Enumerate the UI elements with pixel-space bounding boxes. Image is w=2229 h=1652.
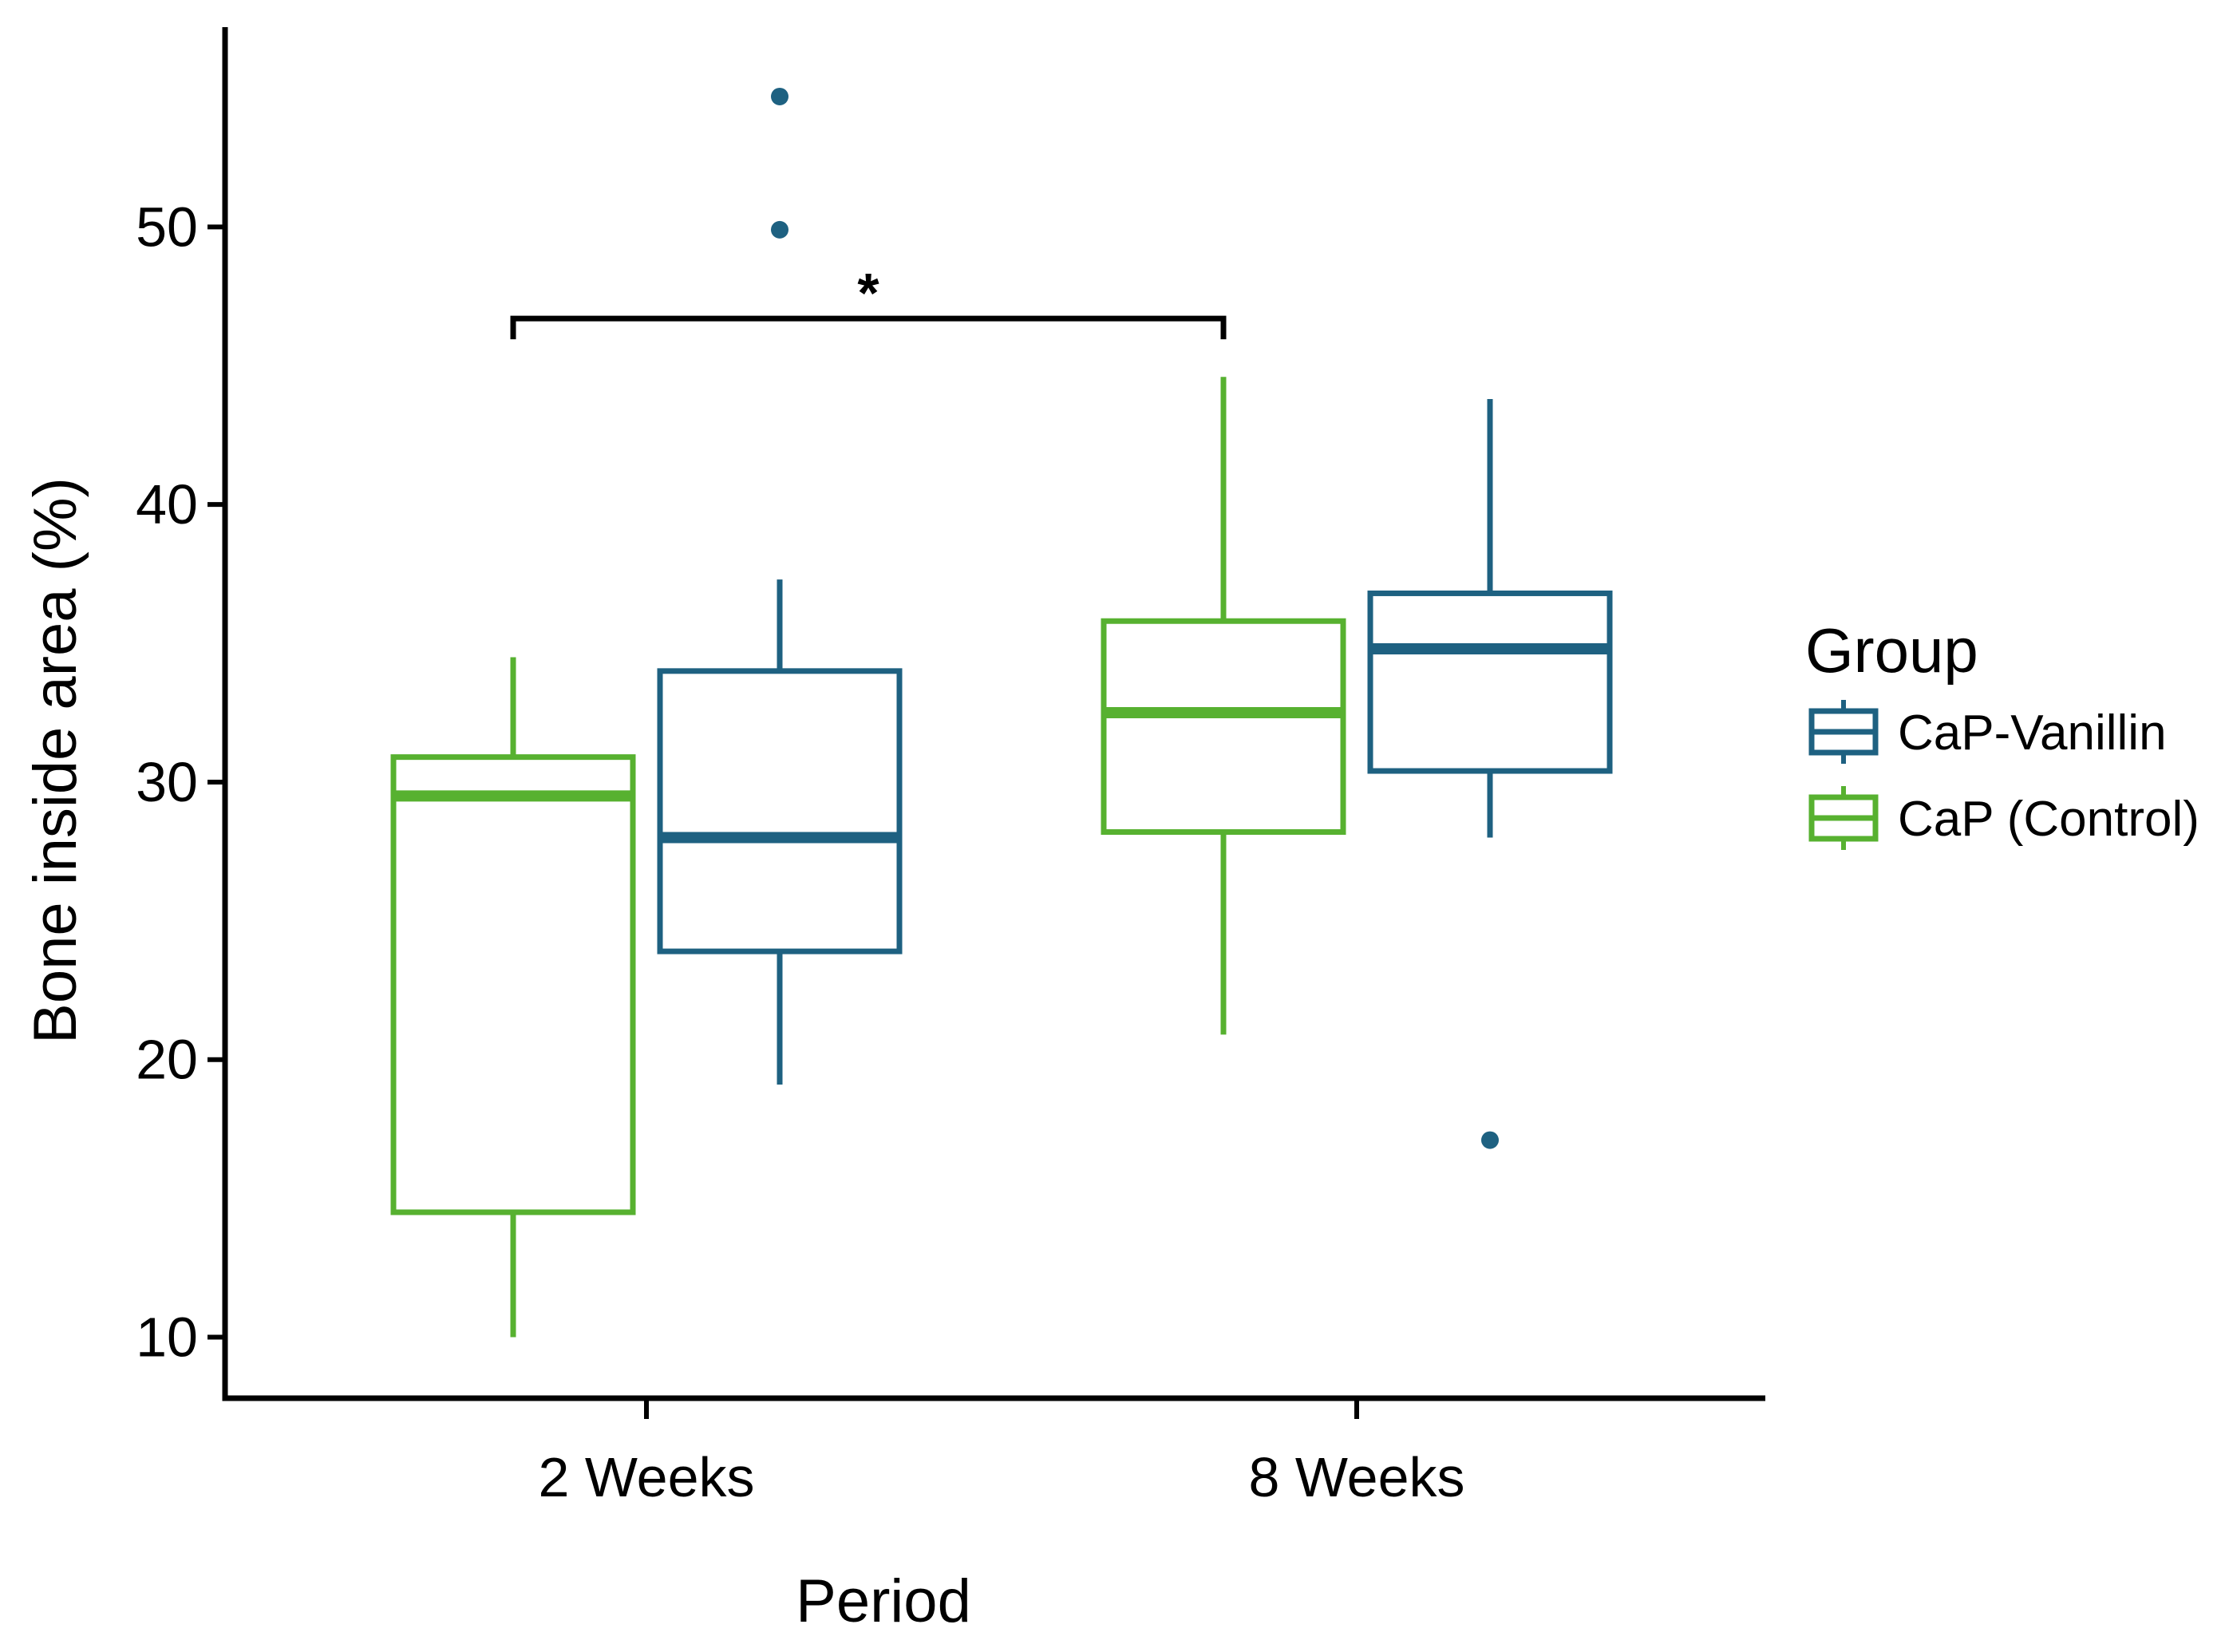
y-ticks: 10 20 30 40 50 (136, 196, 225, 1368)
legend-title: Group (1805, 615, 1978, 686)
plot-area: * (390, 87, 1613, 1338)
iqr-box (390, 754, 636, 1215)
box-cap-vanillin-2-weeks (657, 87, 903, 1085)
iqr-box (1101, 618, 1346, 836)
y-tick-label: 40 (136, 473, 198, 536)
legend: Group CaP-Vanillin CaP (Control) (1805, 615, 2199, 850)
outlier-point (771, 220, 788, 239)
significance-label: * (857, 262, 879, 324)
iqr-box (1367, 590, 1613, 774)
x-tick-label: 8 Weeks (1248, 1446, 1464, 1508)
significance-bracket: * (510, 262, 1227, 340)
y-tick-label: 20 (136, 1029, 198, 1091)
legend-label: CaP-Vanillin (1898, 705, 2167, 761)
bracket-line (510, 315, 1227, 340)
box-cap-control-8-weeks (1101, 377, 1346, 1035)
box-cap-control-2-weeks (390, 657, 636, 1338)
box-cap-vanillin-8-weeks (1367, 399, 1613, 1149)
outlier-point (771, 87, 788, 105)
y-tick-label: 30 (136, 751, 198, 813)
y-tick-label: 50 (136, 196, 198, 258)
x-ticks: 2 Weeks 8 Weeks (538, 1398, 1465, 1508)
x-axis-title: Period (796, 1567, 971, 1635)
iqr-box (657, 668, 903, 954)
y-axis-title: Bone inside area (%) (22, 477, 89, 1044)
legend-label: CaP (Control) (1898, 792, 2199, 847)
y-tick-label: 10 (136, 1306, 198, 1368)
x-tick-label: 2 Weeks (538, 1446, 754, 1508)
legend-item-cap-control: CaP (Control) (1808, 786, 2199, 850)
legend-item-cap-vanillin: CaP-Vanillin (1808, 700, 2167, 764)
outlier-point (1481, 1131, 1499, 1149)
